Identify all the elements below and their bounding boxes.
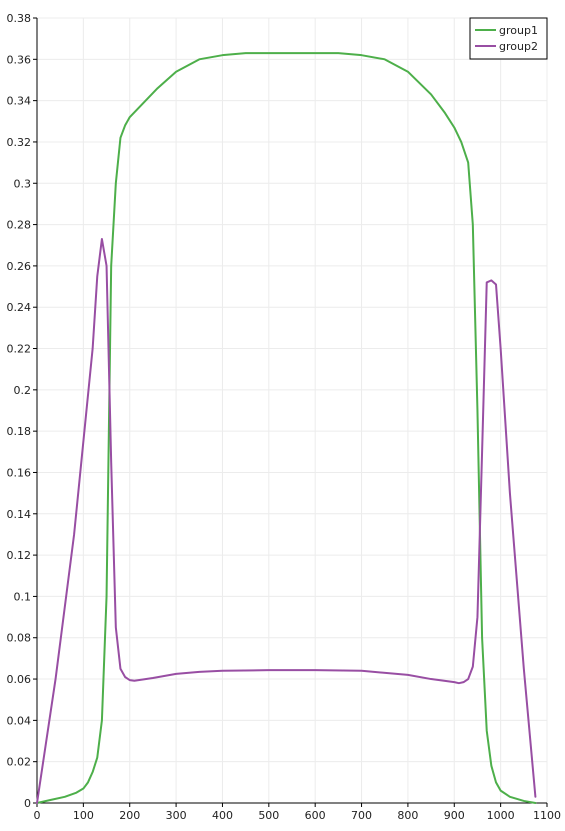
y-tick-label: 0.12 <box>7 549 32 562</box>
y-tick-label: 0.14 <box>7 508 32 521</box>
y-tick-label: 0.02 <box>7 756 32 769</box>
y-tick-label: 0.36 <box>7 53 32 66</box>
y-tick-label: 0.28 <box>7 219 32 232</box>
y-tick-label: 0.32 <box>7 136 32 149</box>
y-tick-label: 0.34 <box>7 95 32 108</box>
grid <box>36 17 548 804</box>
x-tick-label: 200 <box>119 809 140 822</box>
x-tick-label: 0 <box>34 809 41 822</box>
x-tick-label: 400 <box>212 809 233 822</box>
y-tick-label: 0.24 <box>7 301 32 314</box>
series-line-group2 <box>36 238 537 804</box>
y-tick-label: 0.2 <box>14 384 32 397</box>
y-tick-label: 0.16 <box>7 466 32 479</box>
legend-label-group1: group1 <box>499 24 538 37</box>
x-tick-label: 500 <box>258 809 279 822</box>
series-line-group1 <box>36 52 537 804</box>
x-tick-label: 900 <box>444 809 465 822</box>
x-tick-label: 1100 <box>533 809 561 822</box>
y-tick-label: 0.08 <box>7 632 32 645</box>
x-tick-label: 800 <box>397 809 418 822</box>
y-tick-label: 0.04 <box>7 714 32 727</box>
y-tick-label: 0.38 <box>7 12 32 25</box>
x-tick-label: 700 <box>351 809 372 822</box>
y-tick-label: 0.22 <box>7 343 32 356</box>
legend-label-group2: group2 <box>499 40 538 53</box>
x-tick-label: 600 <box>305 809 326 822</box>
legend: group1 group2 <box>469 17 548 60</box>
y-tick-label: 0.06 <box>7 673 32 686</box>
axes: 0 100 200 300 400 500 600 700 800 900 1000 1100 0 0.0… <box>7 12 562 822</box>
y-tick-label: 0.1 <box>14 590 32 603</box>
legend-box <box>469 17 548 60</box>
x-tick-label: 300 <box>166 809 187 822</box>
y-tick-label: 0 <box>24 797 31 810</box>
series-lines <box>36 52 537 804</box>
y-tick-label: 0.3 <box>14 177 32 190</box>
x-tick-label: 1000 <box>487 809 515 822</box>
x-tick-label: 100 <box>73 809 94 822</box>
y-tick-label: 0.18 <box>7 425 32 438</box>
y-tick-label: 0.26 <box>7 260 32 273</box>
